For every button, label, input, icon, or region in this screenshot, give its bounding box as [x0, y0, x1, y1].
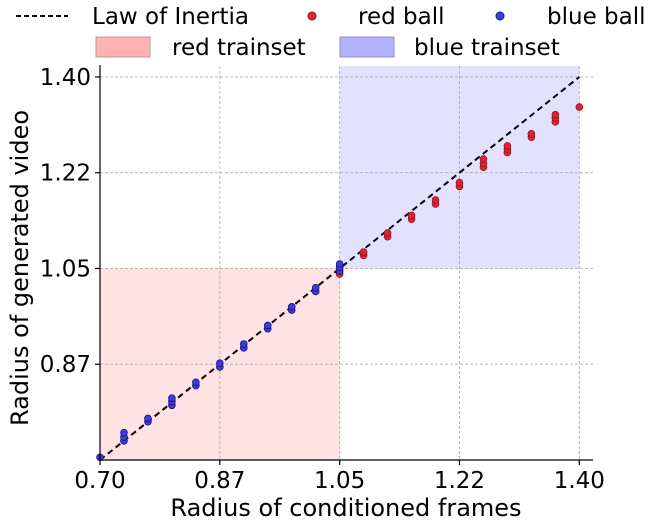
y-tick-label: 1.40 [40, 65, 91, 91]
y-tick-label: 1.22 [40, 161, 91, 187]
blue-ball-point [287, 302, 296, 311]
reference-line-layer [99, 76, 580, 461]
red-ball-point [527, 130, 536, 138]
tick-labels: 0.70 0.87 1.05 1.22 1.40 0.87 1.05 1.22 1.40 [40, 65, 605, 494]
legend: Law of Inertia red ball blue ball red tr… [16, 4, 646, 61]
data-points [96, 103, 584, 462]
x-tick-label: 0.70 [74, 468, 125, 494]
blue-ball-point [120, 428, 128, 437]
red-ball-point [455, 178, 464, 187]
blue-ball-point [263, 321, 272, 330]
red-ball-point [551, 110, 560, 119]
axes [99, 65, 593, 461]
blue-ball-point [239, 340, 248, 348]
blue-ball-point [335, 260, 344, 268]
x-tick-label: 0.87 [194, 468, 245, 494]
legend-swatch-blue-ball [495, 11, 505, 21]
legend-swatch-blue-trainset [339, 36, 395, 58]
x-axis-title: Radius of conditioned frames [170, 494, 521, 520]
legend-label-red-ball: red ball [358, 4, 445, 30]
blue-ball-point [216, 359, 224, 367]
x-tick-label: 1.22 [434, 468, 485, 494]
red-ball-point [479, 155, 488, 163]
legend-label-red-trainset: red trainset [172, 35, 306, 61]
red-ball-point [359, 248, 368, 256]
x-tick-label: 1.40 [554, 468, 605, 494]
y-tick-label: 0.87 [40, 352, 91, 378]
x-tick-label: 1.05 [314, 468, 365, 494]
y-tick-label: 1.05 [40, 256, 91, 282]
legend-swatch-red-trainset [95, 36, 151, 58]
legend-label-blue-ball: blue ball [547, 4, 646, 30]
blue-ball-point [144, 414, 152, 423]
legend-label-blue-trainset: blue trainset [414, 35, 560, 61]
blue-ball-point [168, 394, 176, 402]
red-ball-point [407, 211, 416, 220]
red-ball-point [383, 229, 392, 237]
red-ball-point [503, 142, 512, 150]
legend-label-law-of-inertia: Law of Inertia [92, 4, 249, 30]
law-of-inertia-line [99, 76, 580, 461]
y-axis-title: Radius of generated video [6, 110, 34, 426]
red-ball-point [431, 196, 440, 204]
red-ball-point [575, 103, 584, 111]
legend-swatch-red-ball [307, 11, 317, 21]
blue-ball-point [311, 283, 320, 292]
blue-ball-point [192, 378, 200, 387]
